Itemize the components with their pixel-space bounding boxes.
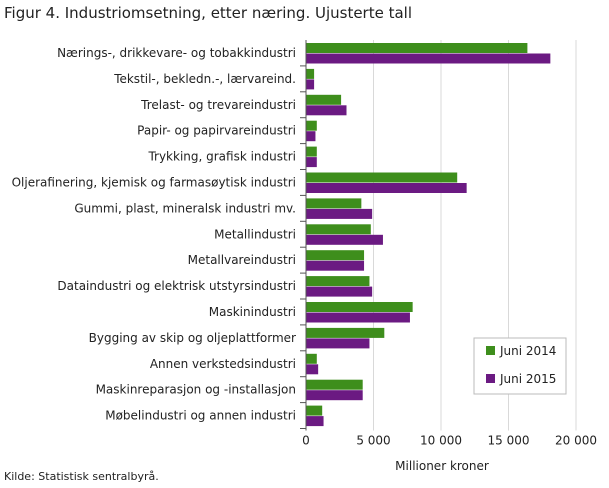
bar-2014 — [306, 172, 458, 183]
bar-2014 — [306, 276, 370, 287]
x-tick-label: 10 000 — [420, 434, 462, 448]
x-axis-label: Millioner kroner — [395, 459, 489, 473]
legend-label-2014: Juni 2014 — [499, 344, 556, 358]
category-label: Bygging av skip og oljeplattformer — [89, 331, 296, 345]
category-label: Maskinindustri — [209, 305, 296, 319]
category-label: Metallvareindustri — [188, 253, 296, 267]
source-note: Kilde: Statistisk sentralbyrå. — [4, 470, 159, 483]
bar-2015 — [306, 364, 319, 375]
legend-swatch-2015 — [486, 374, 495, 383]
bar-2014 — [306, 224, 371, 235]
bar-2015 — [306, 131, 316, 142]
x-tick-label: 20 000 — [555, 434, 597, 448]
x-tick-label: 0 — [302, 434, 310, 448]
bar-2015 — [306, 234, 383, 245]
tick-labels: 0 5 000 10 000 15 000 20 000 — [302, 434, 597, 448]
bar-2015 — [306, 157, 317, 168]
bar-2015 — [306, 286, 373, 297]
legend-swatch-2014 — [486, 346, 495, 355]
category-labels: Nærings-, drikkevare- og tobakkindustri T… — [12, 46, 296, 423]
bar-2014 — [306, 120, 317, 131]
category-label: Papir- og papirvareindustri — [137, 124, 296, 138]
bar-2014 — [306, 405, 323, 416]
legend: Juni 2014 Juni 2015 — [473, 337, 567, 395]
category-label: Nærings-, drikkevare- og tobakkindustri — [57, 46, 296, 60]
bar-group — [306, 43, 551, 427]
bar-2014 — [306, 146, 317, 157]
bar-2014 — [306, 198, 362, 209]
bar-2014 — [306, 250, 365, 261]
chart-title: Figur 4. Industriomsetning, etter næring… — [4, 4, 413, 22]
bar-2015 — [306, 79, 315, 90]
category-label: Metallindustri — [214, 227, 296, 241]
category-label: Dataindustri og elektrisk utstyrsindustr… — [57, 279, 296, 293]
bar-2014 — [306, 379, 363, 390]
bar-2014 — [306, 302, 413, 312]
category-label: Gummi, plast, mineralsk industri mv. — [74, 201, 296, 215]
bar-2014 — [306, 68, 315, 79]
bar-2014 — [306, 94, 342, 105]
bar-2015 — [306, 105, 347, 116]
x-tick-label: 5 000 — [356, 434, 390, 448]
category-label: Annen verkstedsindustri — [150, 357, 296, 371]
bar-2014 — [306, 353, 317, 364]
category-label: Møbelindustri og annen industri — [105, 409, 296, 423]
bar-2015 — [306, 312, 410, 323]
category-label: Trelast- og trevareindustri — [140, 98, 296, 112]
category-label: Maskinreparasjon og -installasjon — [96, 383, 296, 397]
category-label: Trykking, grafisk industri — [147, 150, 296, 164]
bar-2015 — [306, 208, 373, 219]
bar-2015 — [306, 260, 365, 271]
bar-2014 — [306, 327, 385, 338]
category-label: Tekstil-, bekledn.-, lærvareind. — [113, 72, 296, 86]
bar-2015 — [306, 390, 363, 401]
axes — [300, 40, 307, 431]
category-label: Oljerafinering, kjemisk og farmasøytisk … — [12, 175, 296, 189]
x-tick-label: 15 000 — [488, 434, 530, 448]
bar-2015 — [306, 53, 551, 64]
legend-label-2015: Juni 2015 — [499, 372, 556, 386]
bar-2015 — [306, 416, 324, 427]
bar-2014 — [306, 43, 528, 53]
bar-2015 — [306, 338, 370, 349]
bar-2015 — [306, 183, 467, 193]
